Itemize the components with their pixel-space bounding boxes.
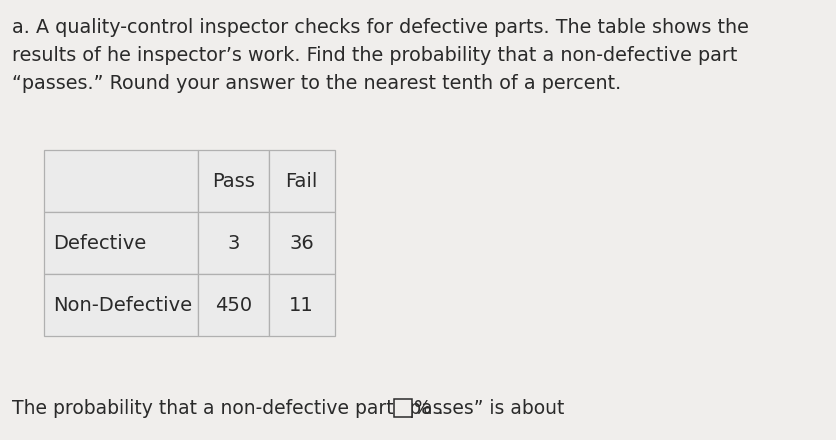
Text: 11: 11 xyxy=(289,296,314,315)
Bar xyxy=(268,274,334,336)
Text: “passes.” Round your answer to the nearest tenth of a percent.: “passes.” Round your answer to the neare… xyxy=(13,74,622,93)
Text: Non-Defective: Non-Defective xyxy=(53,296,192,315)
Text: % .: % . xyxy=(415,399,444,418)
Bar xyxy=(268,150,334,212)
Bar xyxy=(44,274,198,336)
Bar xyxy=(198,150,268,212)
Bar xyxy=(44,150,198,212)
Text: Pass: Pass xyxy=(212,172,255,191)
Text: results of he inspector’s work. Find the probability that a non-defective part: results of he inspector’s work. Find the… xyxy=(13,46,737,65)
Bar xyxy=(395,399,412,417)
Text: a. A quality-control inspector checks for defective parts. The table shows the: a. A quality-control inspector checks fo… xyxy=(13,18,749,37)
Text: Fail: Fail xyxy=(285,172,318,191)
Text: The probability that a non-defective part “passes” is about: The probability that a non-defective par… xyxy=(13,399,564,418)
Text: 450: 450 xyxy=(215,296,252,315)
Bar xyxy=(198,274,268,336)
Bar xyxy=(44,212,198,274)
Bar xyxy=(198,212,268,274)
Text: 3: 3 xyxy=(227,234,240,253)
Text: Defective: Defective xyxy=(53,234,146,253)
Bar xyxy=(268,212,334,274)
Text: 36: 36 xyxy=(289,234,314,253)
